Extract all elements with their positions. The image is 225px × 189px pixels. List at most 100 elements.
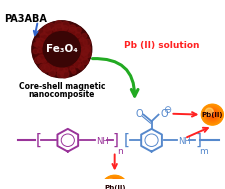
Circle shape	[40, 29, 83, 69]
Circle shape	[83, 39, 90, 46]
Circle shape	[206, 109, 217, 120]
Circle shape	[33, 22, 90, 77]
Circle shape	[105, 179, 123, 189]
Circle shape	[60, 47, 63, 51]
Circle shape	[203, 107, 220, 123]
Text: NH: NH	[178, 137, 190, 146]
Circle shape	[63, 68, 68, 72]
Circle shape	[85, 47, 90, 52]
Circle shape	[53, 66, 59, 71]
Circle shape	[111, 184, 118, 189]
Circle shape	[42, 59, 46, 63]
Circle shape	[59, 47, 64, 52]
Circle shape	[106, 179, 123, 189]
Circle shape	[52, 40, 71, 58]
Circle shape	[206, 110, 217, 120]
Circle shape	[204, 108, 219, 122]
Circle shape	[113, 187, 115, 188]
Text: [: [	[36, 133, 42, 148]
Circle shape	[36, 26, 87, 73]
Circle shape	[48, 36, 75, 62]
Circle shape	[105, 179, 124, 189]
Circle shape	[51, 39, 72, 59]
Circle shape	[49, 70, 55, 76]
Circle shape	[211, 114, 212, 115]
Text: NH: NH	[95, 137, 108, 146]
Circle shape	[46, 35, 77, 64]
Circle shape	[34, 23, 89, 75]
Circle shape	[35, 24, 88, 74]
Circle shape	[107, 181, 121, 189]
Circle shape	[210, 113, 213, 116]
Circle shape	[112, 185, 117, 189]
Circle shape	[79, 47, 88, 55]
Circle shape	[47, 36, 76, 63]
Circle shape	[68, 27, 76, 35]
Circle shape	[108, 181, 121, 189]
Circle shape	[207, 110, 216, 119]
Circle shape	[104, 178, 124, 189]
Text: [: [	[123, 133, 129, 148]
Text: ]: ]	[112, 133, 118, 148]
Circle shape	[34, 57, 41, 63]
Circle shape	[202, 105, 221, 124]
Circle shape	[103, 177, 126, 189]
Circle shape	[200, 104, 222, 125]
Circle shape	[74, 61, 81, 68]
Circle shape	[82, 50, 91, 58]
Circle shape	[205, 108, 218, 121]
Circle shape	[47, 23, 54, 30]
Circle shape	[75, 32, 81, 38]
Circle shape	[77, 57, 82, 62]
Circle shape	[33, 49, 38, 54]
Circle shape	[50, 39, 73, 60]
Circle shape	[41, 29, 82, 69]
Circle shape	[208, 111, 215, 118]
Circle shape	[61, 70, 69, 78]
Circle shape	[41, 30, 82, 69]
Circle shape	[114, 187, 115, 188]
Circle shape	[38, 27, 85, 71]
Circle shape	[43, 31, 80, 67]
Circle shape	[61, 22, 69, 29]
Circle shape	[110, 184, 118, 189]
Circle shape	[37, 26, 86, 73]
Circle shape	[59, 46, 65, 52]
Circle shape	[42, 30, 81, 68]
Circle shape	[53, 41, 70, 58]
Circle shape	[38, 26, 86, 72]
Circle shape	[101, 175, 127, 189]
Circle shape	[40, 33, 47, 40]
Circle shape	[34, 23, 89, 76]
Circle shape	[211, 114, 212, 115]
Circle shape	[103, 177, 125, 189]
Circle shape	[81, 58, 88, 65]
Circle shape	[55, 43, 68, 55]
Circle shape	[42, 31, 81, 68]
Circle shape	[80, 48, 88, 55]
Circle shape	[56, 44, 67, 55]
Text: Pb(II): Pb(II)	[201, 112, 222, 118]
Circle shape	[79, 38, 83, 41]
Circle shape	[44, 33, 79, 66]
Circle shape	[208, 112, 214, 118]
Circle shape	[56, 44, 67, 54]
Circle shape	[54, 42, 69, 57]
Circle shape	[36, 25, 88, 74]
Circle shape	[43, 28, 51, 35]
Circle shape	[43, 25, 50, 31]
Circle shape	[108, 182, 120, 189]
Circle shape	[45, 33, 78, 65]
Circle shape	[36, 41, 43, 49]
Text: nanocomposite: nanocomposite	[29, 90, 94, 99]
Circle shape	[70, 66, 74, 71]
Circle shape	[205, 109, 218, 121]
Circle shape	[55, 24, 63, 32]
Circle shape	[32, 21, 91, 78]
Circle shape	[207, 110, 216, 119]
Circle shape	[32, 21, 91, 77]
Circle shape	[37, 55, 45, 63]
Circle shape	[35, 24, 88, 75]
Circle shape	[58, 46, 65, 53]
Text: n: n	[116, 147, 122, 156]
